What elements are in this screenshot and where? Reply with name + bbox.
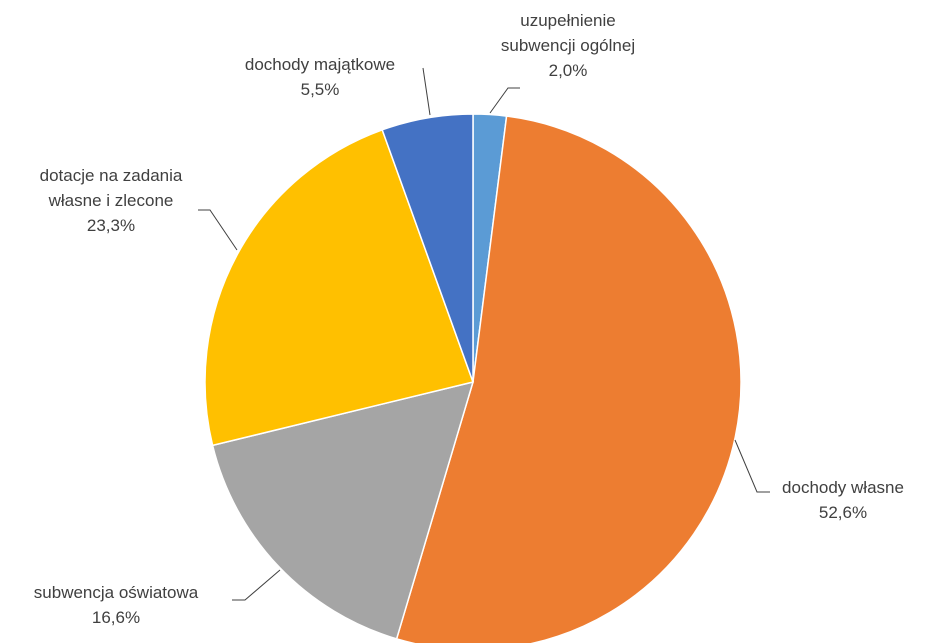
- pie-slice: [204, 128, 474, 447]
- data-label: dochody majątkowe 5,5%: [215, 52, 425, 102]
- value-label: 16,6%: [91, 608, 141, 627]
- leader-line: [489, 87, 520, 114]
- pie-slice: [395, 115, 742, 643]
- leader-line: [734, 439, 770, 493]
- pie-slice: [381, 113, 474, 383]
- leader-line: [232, 569, 281, 601]
- leader-line: [198, 209, 238, 251]
- value-label: 52,6%: [818, 503, 868, 522]
- pie-slice: [211, 380, 475, 640]
- leader-line: [422, 67, 431, 116]
- value-label: 23,3%: [86, 216, 136, 235]
- data-label: subwencja oświatowa 16,6%: [11, 580, 221, 630]
- data-label: uzupełnienie subwencji ogólnej 2,0%: [483, 8, 653, 83]
- value-label: 2,0%: [548, 61, 588, 80]
- category-label: dochody własne: [782, 478, 904, 497]
- category-label: uzupełnienie subwencji ogólnej: [500, 11, 636, 55]
- data-label: dochody własne 52,6%: [753, 475, 931, 525]
- category-label: dotacje na zadania własne i zlecone: [39, 166, 183, 210]
- category-label: subwencja oświatowa: [33, 583, 199, 602]
- category-label: dochody majątkowe: [244, 55, 396, 74]
- value-label: 5,5%: [300, 80, 340, 99]
- data-label: dotacje na zadania własne i zlecone 23,3%: [16, 163, 206, 238]
